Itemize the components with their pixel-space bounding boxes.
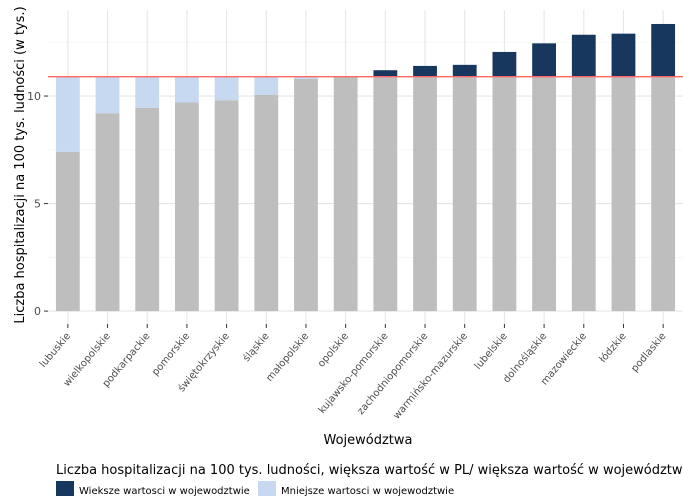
bars-layer [55, 23, 676, 312]
bar-base-podkarpackie [135, 107, 160, 312]
bar-base-wielkopolskie [95, 113, 120, 312]
bar-higher-warmińsko-mazurskie [452, 64, 477, 77]
x-tick-label: podlaskie [629, 331, 668, 375]
bar-higher-zachodniopomorskie [413, 65, 437, 77]
bar-lower-podkarpackie [135, 76, 160, 108]
bar-lower-wielkopolskie [95, 76, 120, 114]
x-tick-label: kujawsko-pomorskie [317, 331, 391, 416]
bar-lower-pomorskie [175, 76, 199, 103]
bar-base-śląskie [254, 94, 279, 312]
x-tick-label: zachodniopomorskie [356, 331, 431, 417]
legend-title: Liczba hospitalizacji na 100 tys. ludnoś… [56, 463, 683, 478]
bar-lower-małopolskie [294, 76, 318, 79]
x-tick-label: opolskie [316, 331, 351, 370]
bar-base-lubelskie [492, 76, 517, 312]
bar-base-łódzkie [611, 76, 636, 312]
x-tick-label: pomorskie [150, 331, 192, 378]
y-tick-label: 10 [27, 90, 41, 103]
y-tick-label: 5 [34, 198, 41, 211]
bar-base-dolnośląskie [532, 76, 556, 312]
bar-higher-lubelskie [492, 51, 517, 77]
x-tick-label: śląskie [240, 330, 271, 364]
bar-lower-lubuskie [55, 76, 80, 152]
bar-base-małopolskie [294, 78, 318, 312]
bar-base-opolskie [333, 76, 358, 312]
y-axis-title: Liczba hospitalizacji na 100 tys. ludnoś… [13, 6, 28, 323]
x-tick-label: lubuskie [38, 331, 73, 370]
x-tick-label: małopolskie [264, 331, 311, 384]
y-tick-label: 0 [34, 305, 41, 318]
bar-higher-kujawsko-pomorskie [373, 70, 398, 77]
bar-base-kujawsko-pomorskie [373, 76, 398, 312]
x-tick-label: warmińsko-mazurskie [391, 330, 470, 421]
bar-higher-łódzkie [611, 33, 636, 77]
bar-higher-mazowieckie [571, 34, 596, 77]
bar-base-pomorskie [175, 102, 199, 312]
x-tick-label: łódzkie [597, 330, 629, 365]
bar-lower-świętokrzyskie [214, 76, 239, 101]
bar-base-warmińsko-mazurskie [452, 76, 477, 312]
bar-lower-śląskie [254, 76, 279, 95]
x-tick-label: lubelskie [473, 331, 510, 372]
bar-base-świętokrzyskie [214, 100, 239, 312]
legend-swatch-lower [258, 481, 276, 496]
bar-base-lubuskie [55, 151, 80, 312]
x-axis-title: Województwa [323, 433, 412, 448]
legend-label-lower: Mniejsze wartosci w wojewodztwie [281, 486, 454, 497]
bar-base-podlaskie [651, 76, 676, 312]
bar-higher-dolnośląskie [532, 43, 556, 77]
legend-swatch-higher [56, 481, 74, 496]
bar-base-mazowieckie [571, 76, 596, 312]
bar-base-zachodniopomorskie [413, 76, 437, 312]
bar-higher-podlaskie [651, 23, 676, 77]
legend-label-higher: Wieksze wartosci w wojewodztwie [79, 486, 250, 497]
